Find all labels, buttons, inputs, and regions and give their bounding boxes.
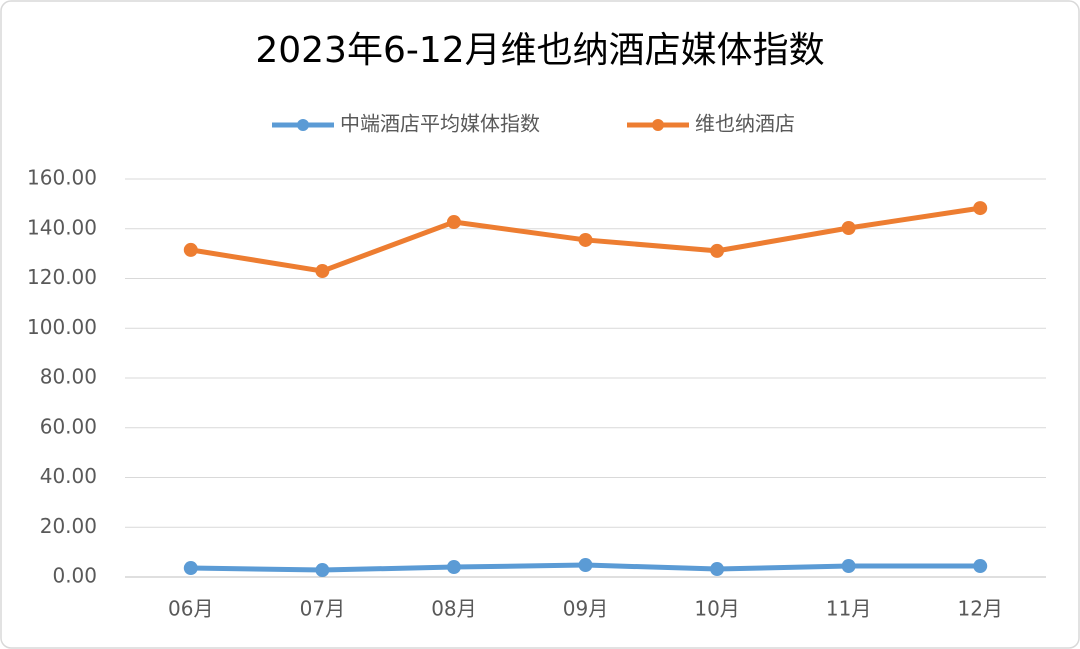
y-tick-label: 100.00: [27, 315, 97, 339]
x-tick-label: 09月: [563, 597, 608, 621]
y-tick-label: 20.00: [40, 514, 97, 538]
data-point: [841, 221, 856, 236]
x-tick-label: 08月: [431, 597, 476, 621]
y-tick-label: 60.00: [40, 414, 97, 438]
data-point: [973, 201, 988, 216]
x-tick-label: 12月: [957, 597, 1002, 621]
y-tick-label: 0.00: [52, 564, 97, 588]
x-tick-label: 07月: [300, 597, 345, 621]
chart-title: 2023年6-12月维也纳酒店媒体指数: [255, 30, 824, 71]
data-point: [710, 243, 725, 258]
data-point: [710, 562, 725, 577]
y-tick-label: 140.00: [27, 215, 97, 239]
legend-label: 中端酒店平均媒体指数: [340, 112, 540, 136]
data-point: [315, 563, 330, 578]
data-point: [841, 559, 856, 574]
y-tick-label: 80.00: [40, 365, 97, 389]
data-point: [183, 242, 198, 257]
x-tick-label: 06月: [168, 597, 213, 621]
legend-marker: [652, 119, 664, 131]
data-point: [183, 561, 198, 576]
data-point: [315, 264, 330, 279]
data-point: [578, 232, 593, 247]
y-tick-label: 40.00: [40, 464, 97, 488]
data-point: [578, 558, 593, 573]
data-point: [446, 215, 461, 230]
y-tick-label: 160.00: [27, 166, 97, 190]
y-tick-label: 120.00: [27, 265, 97, 289]
x-tick-label: 10月: [694, 597, 739, 621]
legend-label: 维也纳酒店: [695, 112, 795, 136]
legend-marker: [297, 119, 309, 131]
data-point: [973, 559, 988, 574]
x-tick-label: 11月: [826, 597, 871, 621]
data-point: [446, 560, 461, 575]
